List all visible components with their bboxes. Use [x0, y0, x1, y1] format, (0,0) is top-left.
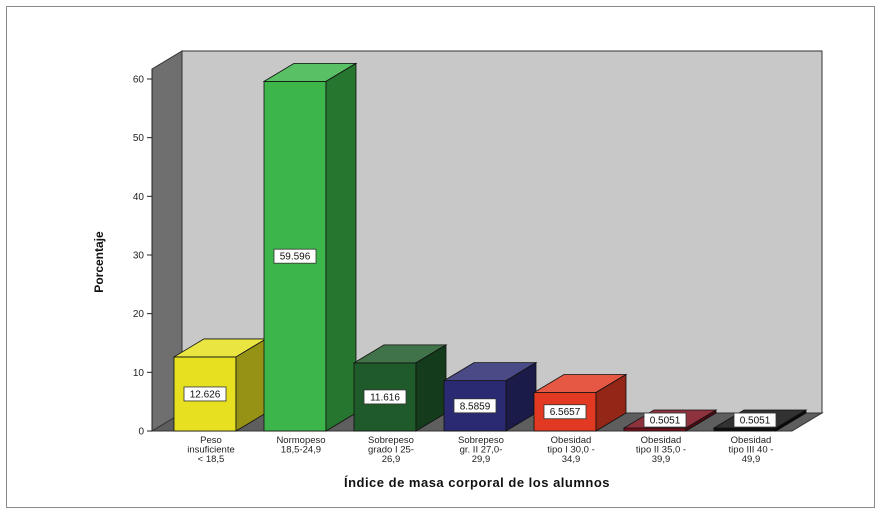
x-tick-label: Sobrepeso gr. II 27,0-29,9: [458, 435, 504, 465]
x-tick-label-line: Sobrepeso: [458, 435, 504, 446]
data-label-box: [363, 389, 407, 405]
bars: 12.626 59.596 11.616 8.5859 6.5657 0.5051 0.50…: [172, 62, 808, 432]
bar-front: [713, 427, 777, 432]
bar: 6.5657: [532, 373, 628, 432]
bar: 8.5859: [442, 361, 538, 432]
bar: 59.596: [262, 62, 358, 432]
x-tick-label-line: gr. II 27,0-: [460, 445, 503, 456]
chart-frame: 0 10 20 30 40 50 60 12.626 59.596 11.616 8.5859 6.…: [6, 6, 875, 508]
x-tick-label-line: 34,9: [562, 454, 581, 465]
data-label: 0.5051: [650, 416, 681, 427]
x-tick-label-line: Peso: [200, 435, 222, 446]
y-axis-label: Porcentaje: [92, 231, 106, 293]
bar: 0.5051: [712, 409, 808, 432]
data-label: 12.626: [190, 389, 221, 400]
x-tick-label-line: Sobrepeso: [368, 435, 414, 446]
bar: 11.616: [352, 344, 448, 432]
y-tick-label: 20: [133, 309, 145, 320]
data-label: 6.5657: [550, 407, 581, 418]
x-tick-label-line: grado I 25-: [368, 445, 414, 456]
x-tick-label-line: Normopeso: [276, 435, 325, 446]
x-tick-label: Obesidad tipo I 30,0 -34,9: [547, 435, 595, 465]
x-tick-label-line: Obesidad: [551, 435, 592, 446]
y-tick-label: 50: [133, 133, 145, 144]
x-tick-label: Obesidad tipo II 35,0 -39,9: [636, 435, 686, 465]
x-tick-label-line: 29,9: [472, 454, 491, 465]
y-tick-label: 10: [133, 368, 145, 379]
x-tick-label-line: 26,9: [382, 454, 401, 465]
x-tick-label-line: < 18,5: [198, 454, 225, 465]
bar-front: [623, 427, 687, 432]
data-label-box: [183, 386, 227, 402]
data-label-box: [543, 404, 587, 420]
data-label: 59.596: [280, 252, 311, 263]
x-tick-label-line: tipo II 35,0 -: [636, 445, 686, 456]
bar-side: [775, 409, 807, 432]
x-tick-label-line: insuficiente: [187, 445, 235, 456]
x-axis-label: Índice de masa corporal de los alumnos: [344, 475, 610, 490]
data-label: 0.5051: [740, 416, 771, 427]
data-label-box: [453, 398, 497, 414]
x-tick-label-line: 49,9: [742, 454, 761, 465]
data-label: 11.616: [370, 392, 400, 403]
x-tick-label: Sobrepeso grado I 25-26,9: [368, 435, 414, 465]
x-tick-label-line: Obesidad: [641, 435, 682, 446]
bar-side: [595, 373, 627, 432]
data-label-box: [643, 412, 687, 428]
y-tick-label: 30: [133, 251, 145, 262]
x-tick-label-line: tipo III 40 -: [729, 445, 774, 456]
bar-side: [325, 62, 357, 432]
x-tick-label-line: 18,5-24,9: [281, 445, 321, 456]
x-tick-label: Peso insuficiente < 18,5: [187, 435, 235, 465]
x-tick-label-line: 39,9: [652, 454, 671, 465]
y-tick-label: 0: [138, 427, 144, 438]
bar: 12.626: [172, 338, 268, 432]
data-label-box: [273, 248, 317, 264]
data-label: 8.5859: [460, 401, 491, 412]
x-tick-label: Obesidad tipo III 40 -49,9: [729, 435, 774, 465]
bar: 0.5051: [622, 409, 718, 432]
data-label-box: [733, 412, 777, 428]
y-axis: 0 10 20 30 40 50 60: [133, 69, 153, 438]
y-tick-label: 40: [133, 192, 145, 203]
x-tick-label-line: Obesidad: [731, 435, 772, 446]
bar-side: [685, 409, 717, 432]
x-axis-categories: Peso insuficiente < 18,5 Normopeso 18,5-24,9…: [187, 435, 773, 465]
x-tick-label-line: tipo I 30,0 -: [547, 445, 595, 456]
y-tick-label: 60: [133, 75, 145, 86]
bar-chart: 0 10 20 30 40 50 60 12.626 59.596 11.616 8.5859 6.…: [92, 50, 824, 490]
x-tick-label: Normopeso 18,5-24,9: [276, 435, 325, 456]
